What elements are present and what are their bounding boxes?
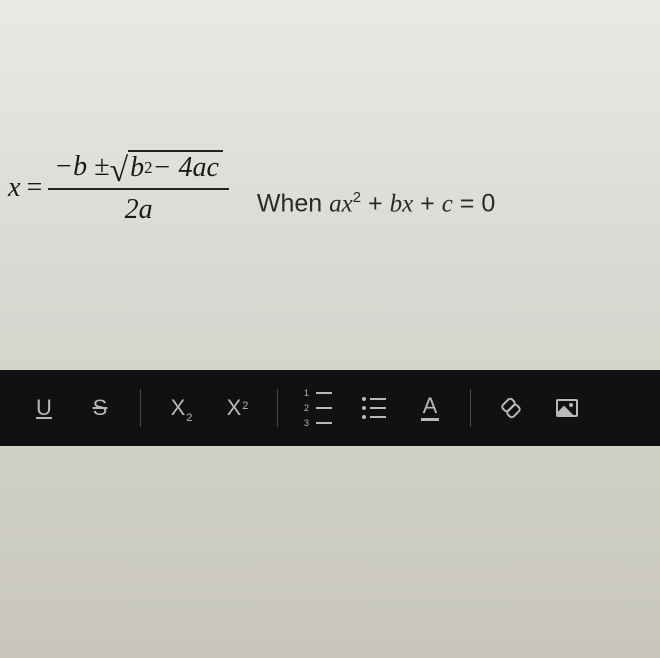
condition-text: When ax2 + bx + c = 0 <box>257 189 495 226</box>
cond-plus1: + <box>361 189 390 217</box>
cond-plus2: + <box>413 189 442 217</box>
cond-eq0: = 0 <box>453 189 495 217</box>
cond-prefix: When <box>257 189 329 217</box>
unordered-list-button[interactable] <box>348 382 400 434</box>
ordered-list-icon: 1 2 3 <box>304 388 332 428</box>
formula-lhs: x <box>8 172 20 204</box>
image-button[interactable] <box>541 382 593 434</box>
link-button[interactable] <box>485 382 537 434</box>
fraction-line <box>48 188 229 190</box>
cond-exp: 2 <box>353 189 361 206</box>
strikethrough-button[interactable]: S <box>74 382 126 434</box>
cond-b: b <box>390 190 403 217</box>
equals-sign: = <box>26 172 42 204</box>
radicand-exp: 2 <box>144 158 152 178</box>
cond-c: c <box>442 190 453 217</box>
toolbar-separator <box>470 389 471 427</box>
denominator: 2a <box>119 194 159 226</box>
cond-x2: x <box>402 190 413 217</box>
subscript-button[interactable]: X2 <box>155 382 207 434</box>
underline-icon: U <box>36 395 52 421</box>
unordered-list-icon <box>362 397 386 419</box>
radicand-rest: − 4ac <box>153 152 219 184</box>
ordered-list-button[interactable]: 1 2 3 <box>292 382 344 434</box>
strikethrough-icon: S <box>93 395 108 421</box>
toolbar-separator <box>277 389 278 427</box>
format-toolbar: U S X2 X2 1 2 3 A <box>0 370 660 446</box>
radicand-b: b <box>130 152 144 184</box>
image-icon <box>556 399 578 417</box>
sqrt: √ b2 − 4ac <box>110 150 223 184</box>
superscript-button[interactable]: X2 <box>211 382 263 434</box>
numerator-prefix: −b ± <box>54 151 109 183</box>
subscript-icon: X2 <box>171 395 192 421</box>
toolbar-separator <box>140 389 141 427</box>
font-color-button[interactable]: A <box>404 382 456 434</box>
numerator: −b ± √ b2 − 4ac <box>48 150 229 184</box>
superscript-icon: X2 <box>227 395 248 421</box>
editor-content: x = −b ± √ b2 − 4ac 2a When ax2 + bx + c… <box>0 0 660 226</box>
cond-a: a <box>329 190 342 217</box>
formula-fraction: −b ± √ b2 − 4ac 2a <box>48 150 229 226</box>
cond-x1: x <box>342 190 353 217</box>
quadratic-formula: x = −b ± √ b2 − 4ac 2a <box>8 150 229 226</box>
link-icon <box>501 398 521 418</box>
font-color-icon: A <box>421 395 440 421</box>
underline-button[interactable]: U <box>18 382 70 434</box>
formula-row: x = −b ± √ b2 − 4ac 2a When ax2 + bx + c… <box>8 150 652 226</box>
radicand: b2 − 4ac <box>128 150 223 184</box>
radical-icon: √ <box>110 154 129 188</box>
